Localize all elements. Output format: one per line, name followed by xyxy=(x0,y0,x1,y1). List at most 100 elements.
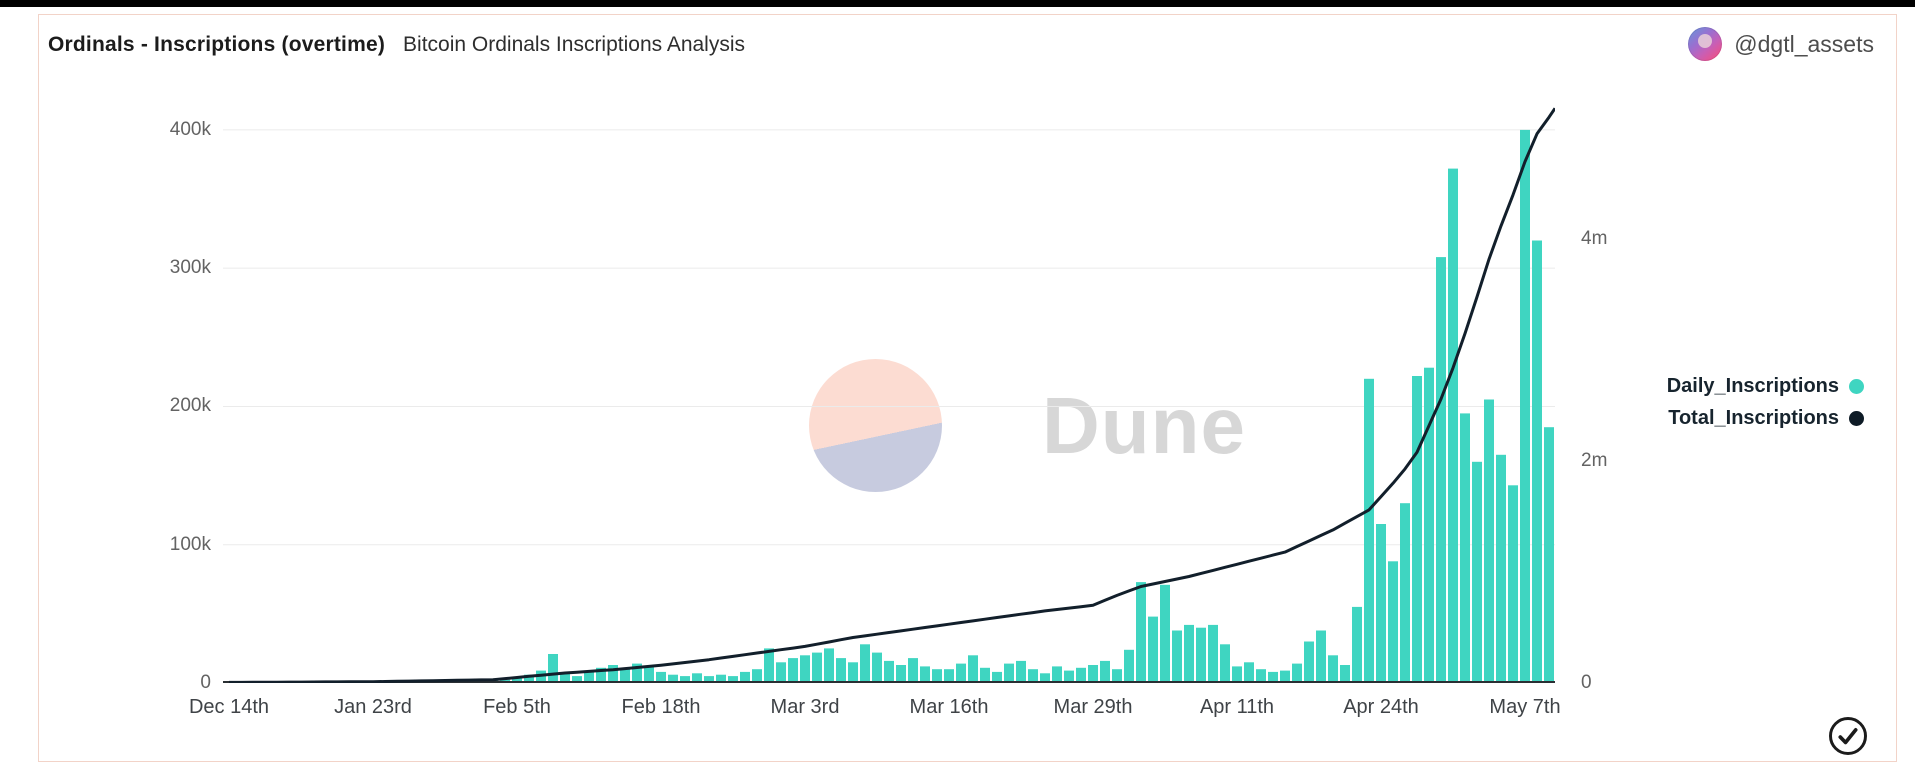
daily-inscriptions-bar xyxy=(860,644,870,683)
y-axis-right-tick: 2m xyxy=(1581,450,1608,472)
y-axis-left-tick: 400k xyxy=(169,118,211,140)
daily-inscriptions-bar xyxy=(800,655,810,683)
y-axis-left-tick: 300k xyxy=(169,257,211,279)
daily-inscriptions-bar xyxy=(980,667,990,683)
daily-inscriptions-bar xyxy=(1100,660,1110,683)
daily-inscriptions-bar xyxy=(1160,584,1170,683)
legend-item-total_inscriptions[interactable]: Total_Inscriptions xyxy=(1668,407,1864,430)
daily-inscriptions-bar xyxy=(1040,673,1050,683)
daily-inscriptions-bar xyxy=(1424,367,1434,683)
daily-inscriptions-bar xyxy=(656,671,666,683)
daily-inscriptions-bar xyxy=(548,654,558,683)
daily-inscriptions-bar xyxy=(740,671,750,683)
x-axis-tick: Apr 24th xyxy=(1343,696,1419,718)
x-axis-tick: May 7th xyxy=(1489,696,1561,718)
daily-inscriptions-bar xyxy=(1508,485,1518,683)
daily-inscriptions-bar xyxy=(1472,461,1482,683)
daily-inscriptions-bar xyxy=(1256,669,1266,683)
daily-inscriptions-bar xyxy=(1004,663,1014,683)
daily-inscriptions-bar xyxy=(584,671,594,683)
chart-title: Ordinals - Inscriptions (overtime) xyxy=(48,33,386,56)
daily-inscriptions-bar xyxy=(788,658,798,683)
daily-inscriptions-bar xyxy=(1172,630,1182,683)
y-axis-left-tick: 200k xyxy=(169,395,211,417)
legend-item-daily_inscriptions[interactable]: Daily_Inscriptions xyxy=(1667,375,1864,398)
daily-inscriptions-bar xyxy=(1376,524,1386,683)
y-axis-left-tick: 100k xyxy=(169,533,211,555)
plot-area[interactable] xyxy=(223,105,1557,684)
window-top-edge xyxy=(0,0,1915,7)
author-badge[interactable]: @dgtl_assets xyxy=(1688,27,1874,61)
x-axis-tick: Dec 14th xyxy=(188,696,270,718)
daily-inscriptions-bar xyxy=(1232,666,1242,683)
y-axis-right-tick: 4m xyxy=(1581,228,1608,250)
verified-check-button[interactable] xyxy=(1827,715,1869,757)
daily-inscriptions-bar xyxy=(728,676,738,683)
daily-inscriptions-bar xyxy=(1196,627,1206,683)
daily-inscriptions-bar xyxy=(512,677,522,683)
daily-inscriptions-bar xyxy=(716,674,726,683)
daily-inscriptions-bar xyxy=(1016,660,1026,683)
avatar[interactable] xyxy=(1688,27,1723,61)
total-inscriptions-line xyxy=(229,107,1557,684)
daily-inscriptions-bar xyxy=(872,652,882,683)
daily-inscriptions-bar xyxy=(1460,413,1470,683)
daily-inscriptions-bar xyxy=(680,676,690,683)
daily-inscriptions-bar xyxy=(608,665,618,683)
x-axis-tick: Mar 29th xyxy=(1053,696,1133,718)
daily-inscriptions-bar xyxy=(1400,503,1410,683)
avatar-face xyxy=(1698,34,1713,48)
daily-inscriptions-bar xyxy=(1208,624,1218,683)
daily-inscriptions-bar xyxy=(1088,665,1098,683)
legend-label: Daily_Inscriptions xyxy=(1666,375,1839,397)
daily-inscriptions-bar xyxy=(692,673,702,683)
daily-inscriptions-bar xyxy=(1352,606,1362,683)
daily-inscriptions-bar xyxy=(1220,644,1230,683)
daily-inscriptions-bar xyxy=(836,658,846,683)
daily-inscriptions-bar xyxy=(812,652,822,683)
daily-inscriptions-bar xyxy=(776,662,786,683)
y-axis-right-tick: 0 xyxy=(1581,672,1592,693)
daily-inscriptions-bar xyxy=(1292,663,1302,683)
daily-inscriptions-bar xyxy=(1328,655,1338,683)
daily-inscriptions-bar xyxy=(524,674,534,683)
daily-inscriptions-bar xyxy=(1388,561,1398,683)
daily-inscriptions-bar xyxy=(1496,454,1506,683)
x-axis-tick: Feb 18th xyxy=(621,696,701,718)
daily-inscriptions-bar xyxy=(764,648,774,683)
daily-inscriptions-bar xyxy=(644,666,654,683)
daily-inscriptions-bar xyxy=(1268,671,1278,683)
daily-inscriptions-bar xyxy=(620,669,630,683)
chart-header: Ordinals - Inscriptions (overtime) Bitco… xyxy=(48,33,745,57)
daily-inscriptions-bar xyxy=(536,670,546,683)
daily-inscriptions-bar xyxy=(920,666,930,683)
daily-inscriptions-bar xyxy=(752,669,762,683)
chart-subtitle: Bitcoin Ordinals Inscriptions Analysis xyxy=(403,33,746,56)
daily-inscriptions-bar xyxy=(1520,129,1530,683)
chart-canvas xyxy=(223,107,1557,684)
daily-inscriptions-bar xyxy=(824,648,834,683)
chart-legend: Daily_Inscriptions Total_Inscriptions xyxy=(1667,375,1864,430)
x-axis-tick: Feb 5th xyxy=(483,696,551,718)
x-axis-tick: Apr 11th xyxy=(1199,696,1275,718)
daily-inscriptions-bar xyxy=(596,667,606,683)
author-handle[interactable]: @dgtl_assets xyxy=(1734,30,1874,57)
daily-inscriptions-bar xyxy=(896,665,906,683)
daily-inscriptions-bar xyxy=(632,663,642,683)
daily-inscriptions-bar xyxy=(1112,669,1122,683)
daily-inscriptions-bar xyxy=(1184,624,1194,683)
daily-inscriptions-bar xyxy=(572,676,582,683)
daily-inscriptions-bar xyxy=(968,655,978,683)
daily-inscriptions-bar xyxy=(1544,427,1554,683)
daily-inscriptions-bar xyxy=(1052,666,1062,683)
daily-inscriptions-bar xyxy=(560,673,570,683)
daily-inscriptions-bar xyxy=(1484,399,1494,683)
daily-inscriptions-bar xyxy=(1028,669,1038,683)
daily-inscriptions-bar xyxy=(704,676,714,683)
daily-inscriptions-bar xyxy=(1532,240,1542,683)
daily-inscriptions-bar xyxy=(908,658,918,683)
daily-inscriptions-bar xyxy=(956,663,966,683)
dune-chart-card: Ordinals - Inscriptions (overtime) Bitco… xyxy=(38,14,1897,762)
daily-inscriptions-bar xyxy=(1076,667,1086,683)
